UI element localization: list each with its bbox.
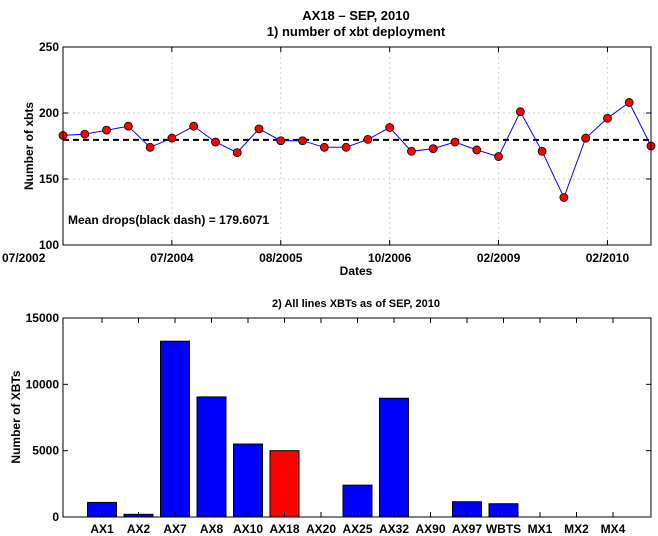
data-point (254, 124, 264, 134)
mean-annotation: Mean drops(black dash) = 179.6071 (68, 213, 269, 227)
data-point (494, 152, 503, 161)
top-chart-xlabel: Dates (340, 264, 373, 278)
data-point (559, 193, 569, 202)
bar (342, 484, 373, 518)
bar (196, 396, 227, 518)
top-xtick-label: 08/2005 (259, 251, 303, 265)
top-xtick-label: 07/2002 (2, 251, 46, 265)
data-point (603, 113, 612, 123)
data-point (80, 129, 90, 139)
data-point (363, 134, 373, 144)
data-point (472, 145, 482, 155)
top-chart-title: AX18 – SEP, 2010 (302, 8, 409, 23)
bottom-chart-ticks: 0 5000 10000 15000 AX1 AX2 AX7 AX8 AX10 AX18 AX20 A… (26, 311, 651, 536)
data-point (102, 125, 111, 135)
data-point (515, 107, 525, 117)
bottom-ytick-label: 5000 (32, 444, 59, 458)
data-point (123, 121, 133, 131)
bottom-xtick-label: AX97 (452, 522, 482, 536)
bottom-ytick-label: 15000 (26, 311, 60, 325)
top-chart: AX18 – SEP, 2010 1) number of xbt deploy… (2, 8, 656, 278)
bottom-xtick-label: AX32 (379, 522, 409, 536)
bar (269, 450, 300, 518)
top-xtick-label: 02/2009 (477, 251, 521, 265)
data-point (624, 98, 634, 107)
bottom-chart-title: 2) All lines XBTs as of SEP, 2010 (272, 298, 440, 310)
data-point (145, 142, 155, 152)
bar (379, 397, 409, 518)
data-point (385, 123, 395, 132)
bottom-xtick-label: AX2 (127, 522, 151, 536)
top-xtick-label: 02/2010 (586, 251, 630, 265)
bottom-xtick-label: MX1 (528, 522, 553, 536)
bar (233, 443, 263, 518)
bottom-chart-plot (87, 340, 519, 518)
bottom-xtick-label: AX1 (90, 522, 114, 536)
top-ytick-label: 250 (39, 40, 59, 54)
bar (160, 340, 190, 518)
data-point (341, 142, 351, 152)
bottom-xtick-label: AX20 (306, 522, 336, 536)
top-chart-frame (62, 46, 652, 246)
data-point (537, 146, 547, 156)
top-ytick-label: 150 (39, 172, 59, 186)
top-chart-ticks: 100 150 200 250 07/2002 07/2004 08/2005 10/2006… (2, 40, 651, 265)
data-point (319, 142, 329, 152)
data-point (428, 144, 438, 154)
data-point (232, 148, 242, 158)
top-chart-subtitle: 1) number of xbt deployment (267, 24, 446, 39)
top-chart-plot (58, 98, 656, 202)
bottom-xtick-label: WBTS (486, 522, 521, 536)
data-point (167, 133, 177, 143)
top-ytick-label: 200 (39, 106, 59, 120)
data-point (407, 146, 416, 156)
data-point (276, 136, 286, 146)
top-ytick-label: 100 (39, 238, 59, 252)
bottom-ytick-label: 0 (52, 510, 59, 524)
data-point (581, 133, 591, 143)
top-xtick-label: 07/2004 (150, 251, 194, 265)
bottom-xtick-label: AX90 (415, 522, 445, 536)
top-chart-ylabel: Number of xbts (22, 102, 36, 190)
bottom-chart-ylabel: Number of XBTs (9, 370, 23, 463)
bottom-xtick-label: AX10 (233, 522, 263, 536)
bottom-xtick-label: AX18 (269, 522, 299, 536)
bottom-xtick-label: MX2 (564, 522, 589, 536)
bottom-chart: 2) All lines XBTs as of SEP, 2010 0 5000 1… (9, 298, 652, 536)
data-point (298, 136, 307, 146)
series-line (62, 101, 652, 199)
bottom-xtick-label: AX25 (342, 522, 372, 536)
top-xtick-label: 10/2006 (368, 251, 412, 265)
bottom-xtick-label: AX8 (200, 522, 224, 536)
bottom-xtick-label: MX4 (601, 522, 626, 536)
bottom-ytick-label: 10000 (26, 377, 60, 391)
data-point (211, 137, 220, 147)
bottom-xtick-label: AX7 (163, 522, 187, 536)
data-point (450, 137, 460, 147)
data-point (189, 121, 199, 131)
